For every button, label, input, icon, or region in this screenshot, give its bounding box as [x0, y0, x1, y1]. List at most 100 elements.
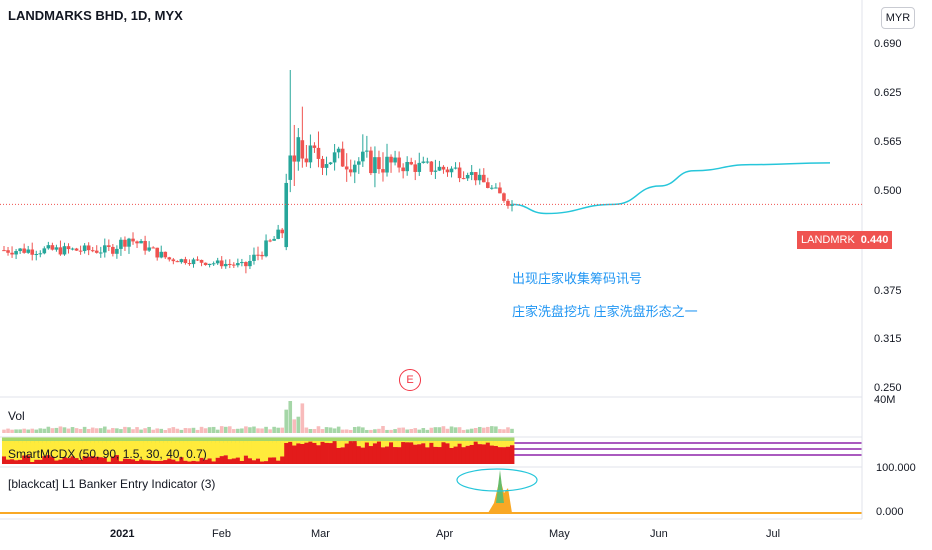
volume-bar [70, 427, 75, 433]
candle-body [58, 247, 63, 255]
volume-bar [413, 428, 418, 433]
mcdx-bar-red [6, 459, 11, 464]
mcdx-bar-red [1, 456, 7, 464]
mcdx-bar-green [352, 437, 358, 443]
mcdx-bar-green [62, 437, 67, 443]
mcdx-bar-green [280, 437, 285, 443]
candle-body [62, 246, 67, 255]
mcdx-bar-red [183, 460, 188, 464]
mcdx-bar-yellow [131, 441, 136, 460]
mcdx-bar-red [260, 461, 265, 464]
candle-body [227, 263, 232, 265]
mcdx-bar-green [429, 437, 434, 443]
candle-body [199, 259, 204, 263]
volume-bar [195, 429, 200, 433]
mcdx-bar-yellow [243, 441, 249, 456]
mcdx-bar-green [264, 437, 269, 443]
candle-body [38, 253, 43, 255]
mcdx-bar-yellow [94, 441, 100, 457]
volume-label: Vol [8, 409, 25, 423]
mcdx-bar-red [74, 458, 79, 464]
volume-bar [344, 429, 349, 433]
volume-bar [453, 427, 458, 433]
mcdx-bar-yellow [477, 441, 483, 445]
volume-bar [10, 429, 14, 433]
candle-body [365, 150, 369, 152]
mcdx-bar-green [54, 437, 59, 443]
mcdx-bar-red [66, 458, 71, 464]
mcdx-bar-yellow [78, 441, 84, 460]
volume-bar [494, 426, 498, 433]
price-tick: 0.625 [874, 87, 902, 99]
mcdx-bar-yellow [328, 441, 333, 444]
candle-body [143, 240, 147, 251]
mcdx-bar-green [118, 437, 124, 443]
mcdx-bar-yellow [461, 441, 467, 448]
candle-body [308, 145, 313, 163]
candle-body [175, 261, 180, 263]
mcdx-bar-green [114, 437, 120, 443]
mcdx-bar-red [320, 441, 325, 464]
mcdx-bar-red [54, 460, 59, 464]
time-label-may: May [549, 528, 570, 540]
mcdx-bar-green [151, 437, 156, 443]
candle-body [425, 161, 430, 163]
mcdx-bar-yellow [82, 441, 88, 457]
mcdx-bar-red [465, 445, 471, 464]
mcdx-bar-red [70, 456, 75, 464]
candle-body [26, 249, 30, 253]
mcdx-bar-red [505, 446, 511, 464]
volume-bar [46, 426, 51, 433]
candle-body [207, 263, 212, 266]
mcdx-bar-red [126, 458, 132, 464]
volume-bar [26, 429, 30, 433]
volume-bar [312, 429, 317, 433]
mcdx-bar-green [203, 437, 209, 443]
mcdx-bar-yellow [264, 441, 269, 462]
mcdx-bar-yellow [413, 441, 418, 445]
mcdx-bar-green [332, 437, 338, 443]
mcdx-bar-yellow [10, 441, 15, 460]
mcdx-bar-yellow [364, 441, 370, 443]
mcdx-bar-yellow [441, 441, 446, 443]
candle-body [397, 157, 401, 168]
mcdx-bar-yellow [272, 441, 277, 458]
volume-bar [328, 427, 333, 433]
candle-body [187, 263, 192, 265]
volume-bar [421, 428, 426, 433]
candle-body [312, 145, 317, 148]
mcdx-bar-yellow [401, 441, 406, 443]
candle-body [268, 240, 272, 242]
currency-button[interactable]: MYR [881, 7, 915, 29]
volume-bar [417, 429, 422, 433]
volume-bar [6, 428, 10, 433]
mcdx-bar-green [360, 437, 366, 443]
mcdx-bar-red [368, 446, 374, 464]
mcdx-bar-green [469, 437, 475, 443]
mcdx-bar-red [497, 447, 503, 464]
mcdx-bar-red [227, 459, 233, 464]
volume-bar [316, 426, 321, 433]
mcdx-bar-green [292, 437, 297, 443]
mcdx-bar-green [131, 437, 136, 443]
volume-bar [377, 428, 381, 433]
mcdx-bar-green [493, 437, 499, 443]
volume-bar [54, 427, 59, 433]
mcdx-bar-red [328, 443, 333, 464]
mcdx-bar-yellow [251, 441, 257, 461]
volume-bar [486, 426, 490, 433]
mcdx-bar-red [481, 444, 487, 464]
candle-body [373, 157, 377, 174]
mcdx-bar-green [316, 437, 321, 443]
volume-bar [215, 429, 220, 433]
mcdx-bar-green [328, 437, 333, 443]
volume-bar [296, 416, 301, 433]
mcdx-bar-green [195, 437, 200, 443]
earnings-marker[interactable]: E [399, 369, 421, 391]
mcdx-bar-yellow [151, 441, 156, 461]
mcdx-bar-red [247, 458, 253, 464]
time-label-2021: 2021 [110, 528, 135, 540]
mcdx-bar-green [425, 437, 430, 443]
mcdx-bar-green [82, 437, 88, 443]
